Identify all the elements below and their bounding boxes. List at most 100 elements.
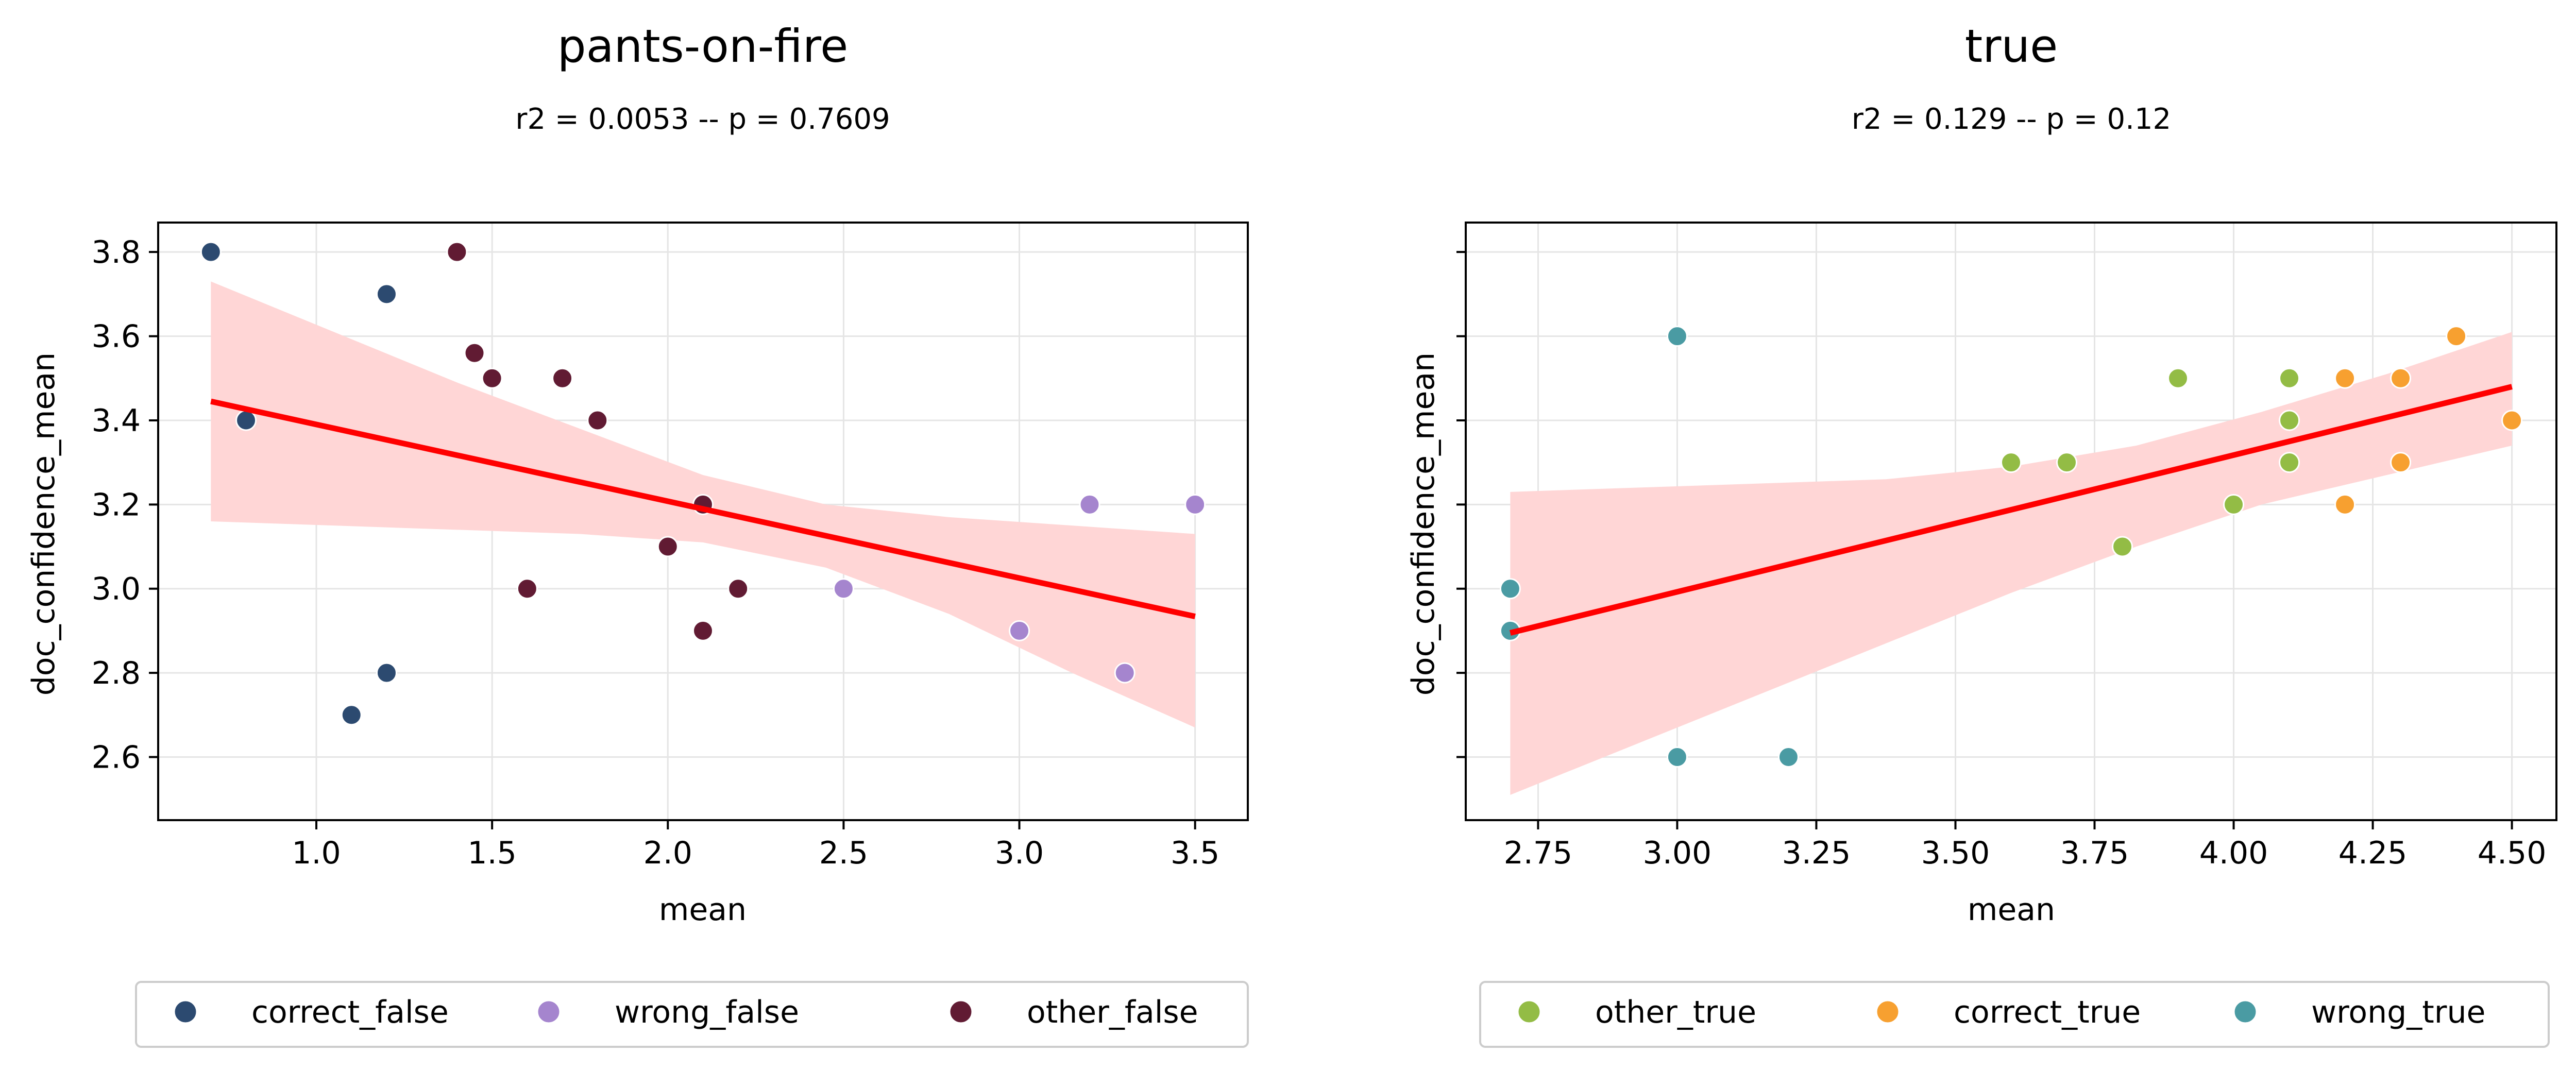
- chart-subtitle: r2 = 0.129 -- p = 0.12: [1852, 103, 2171, 136]
- point-other_true: [2112, 536, 2133, 557]
- grid-lines: [158, 223, 1248, 820]
- x-tick-label: 1.0: [292, 835, 341, 871]
- legend-marker: [536, 999, 561, 1024]
- point-wrong_false: [833, 578, 854, 600]
- chart-subtitle: r2 = 0.0053 -- p = 0.7609: [515, 103, 890, 136]
- chart-panel-true: true r2 = 0.129 -- p = 0.12 2.75 3.00 3.25…: [1405, 20, 2557, 1048]
- x-tick-label: 4.25: [2338, 835, 2408, 871]
- point-correct_true: [2334, 494, 2356, 515]
- point-correct_true: [2390, 452, 2412, 473]
- scatter-points: [1499, 326, 2523, 768]
- x-tick-label: 3.50: [1921, 835, 1990, 871]
- point-other_true: [2279, 410, 2300, 431]
- point-wrong_true: [1666, 746, 1688, 768]
- x-axis-ticks: 2.75 3.00 3.25 3.50 3.75 4.00 4.25 4.50: [1504, 820, 2547, 871]
- point-other_false: [552, 367, 573, 389]
- legend-marker: [2233, 999, 2258, 1024]
- y-tick-label: 2.8: [92, 655, 141, 691]
- chart-panel-pants-on-fire: pants-on-fire r2 = 0.0053 -- p = 0.7609 …: [26, 20, 1249, 1048]
- y-axis-label: doc_confidence_mean: [26, 352, 62, 695]
- y-axis-label: doc_confidence_mean: [1405, 352, 1442, 695]
- legend-item-wrong_true: wrong_true: [2233, 994, 2485, 1030]
- point-other_true: [2279, 367, 2300, 389]
- point-correct_true: [2390, 367, 2412, 389]
- x-tick-label: 4.50: [2478, 835, 2547, 871]
- y-axis-ticks: 2.6 2.8 3.0 3.2 3.4 3.6 3.8: [92, 234, 158, 775]
- point-correct_false: [200, 241, 222, 263]
- chart-title: pants-on-fire: [557, 20, 848, 73]
- x-tick-label: 2.75: [1504, 835, 1573, 871]
- legend-item-wrong_false: wrong_false: [536, 994, 799, 1030]
- x-tick-label: 3.00: [1643, 835, 1712, 871]
- point-other_false: [692, 620, 714, 641]
- y-tick-label: 3.6: [92, 319, 141, 355]
- point-other_false: [516, 578, 538, 600]
- legend-marker: [1875, 999, 1900, 1024]
- y-tick-label: 2.6: [92, 739, 141, 775]
- legend-label: other_true: [1595, 994, 1756, 1030]
- legend-label: other_false: [1027, 994, 1198, 1030]
- legend-item-other_false: other_false: [948, 994, 1198, 1030]
- point-other_false: [657, 536, 679, 557]
- legend-box: [135, 981, 1249, 1048]
- regression-line: [210, 398, 1196, 619]
- legend-box: [1479, 981, 2550, 1048]
- x-axis-label: mean: [659, 892, 747, 928]
- point-correct_true: [2446, 326, 2467, 347]
- x-tick-label: 3.75: [2060, 835, 2129, 871]
- x-tick-label: 4.00: [2199, 835, 2268, 871]
- chart-title: true: [1965, 20, 2058, 73]
- point-correct_false: [235, 410, 257, 431]
- point-wrong_false: [1009, 620, 1030, 641]
- scatter-points: [200, 241, 1206, 726]
- point-wrong_false: [1079, 494, 1100, 515]
- x-tick-label: 3.25: [1782, 835, 1851, 871]
- point-correct_false: [376, 283, 397, 305]
- point-other_false: [727, 578, 749, 600]
- x-tick-label: 2.0: [643, 835, 692, 871]
- legend-item-correct_false: correct_false: [173, 994, 449, 1030]
- x-axis-label: mean: [1968, 892, 2055, 928]
- point-correct_false: [341, 704, 362, 726]
- x-axis-ticks: 1.0 1.5 2.0 2.5 3.0 3.5: [292, 820, 1219, 871]
- x-tick-label: 1.5: [467, 835, 516, 871]
- plot-frame: [1465, 222, 2557, 821]
- legend-label: wrong_false: [615, 994, 799, 1030]
- point-correct_false: [376, 662, 397, 684]
- point-wrong_true: [1777, 746, 1799, 768]
- point-other_false: [587, 410, 608, 431]
- x-tick-label: 3.5: [1171, 835, 1219, 871]
- point-other_true: [2056, 452, 2078, 473]
- legend-item-other_true: other_true: [1517, 994, 1756, 1030]
- y-tick-label: 3.0: [92, 571, 141, 607]
- point-other_true: [2223, 494, 2245, 515]
- legend-item-correct_true: correct_true: [1875, 994, 2141, 1030]
- point-other_false: [446, 241, 468, 263]
- plot-frame: [157, 222, 1249, 821]
- legend-marker: [1517, 999, 1541, 1024]
- y-axis-ticks: [1456, 251, 1466, 758]
- y-tick-label: 3.2: [92, 487, 141, 523]
- point-correct_true: [2334, 367, 2356, 389]
- legend: correct_false wrong_false other_false: [135, 981, 1249, 1048]
- y-tick-label: 3.8: [92, 234, 141, 270]
- legend-marker: [948, 999, 973, 1024]
- point-other_true: [2279, 452, 2300, 473]
- y-tick-label: 3.4: [92, 403, 141, 439]
- legend: other_true correct_true wrong_true: [1479, 981, 2550, 1048]
- point-correct_true: [2501, 410, 2523, 431]
- point-other_false: [481, 367, 503, 389]
- x-tick-label: 3.0: [995, 835, 1044, 871]
- regression-line-path: [1510, 384, 2513, 636]
- legend-label: correct_true: [1954, 994, 2141, 1030]
- point-wrong_true: [1666, 326, 1688, 347]
- regression-line-path: [210, 398, 1196, 619]
- point-other_true: [2167, 367, 2189, 389]
- regression-line: [1510, 384, 2513, 636]
- point-wrong_false: [1184, 494, 1206, 515]
- legend-label: wrong_true: [2311, 994, 2485, 1030]
- point-other_false: [464, 342, 485, 364]
- legend-marker: [173, 999, 198, 1024]
